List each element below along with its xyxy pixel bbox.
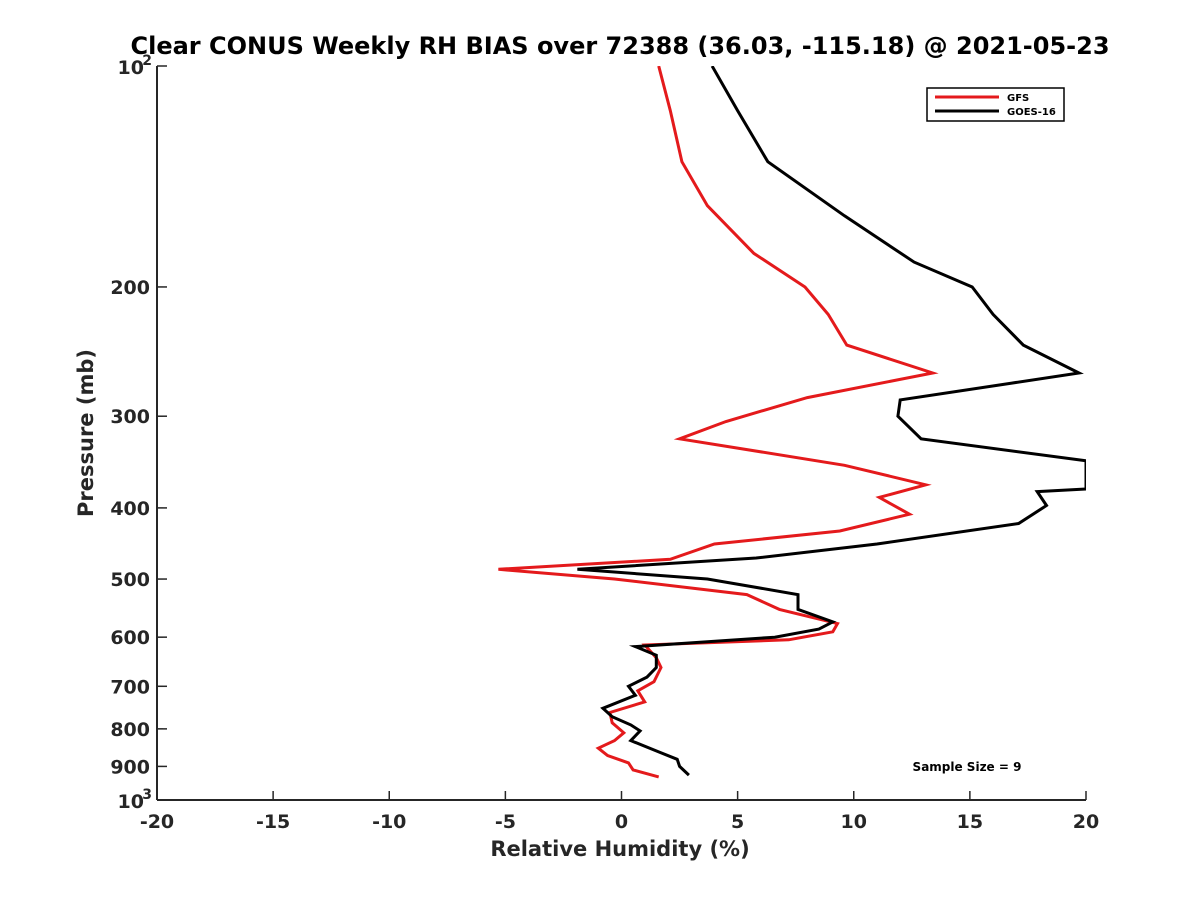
series-layer — [498, 66, 1086, 779]
x-tick-label: -15 — [256, 811, 290, 833]
chart-title: Clear CONUS Weekly RH BIAS over 72388 (3… — [130, 32, 1109, 60]
y-tick-label: 10 — [118, 57, 144, 79]
series-line-goes-16 — [577, 66, 1086, 777]
legend-entry: GFS — [1007, 93, 1029, 104]
x-tick-label: -20 — [140, 811, 174, 833]
x-tick-label: 10 — [841, 811, 867, 833]
x-tick-label: 0 — [615, 811, 628, 833]
y-tick-exponent: 3 — [142, 787, 152, 803]
x-tick-label: -10 — [372, 811, 406, 833]
x-axis-title: Relative Humidity (%) — [490, 837, 749, 861]
y-tick-label: 400 — [110, 498, 150, 520]
x-tick-label: 15 — [957, 811, 983, 833]
y-tick-label: 700 — [110, 676, 150, 698]
y-tick-label: 600 — [110, 627, 150, 649]
x-tick-label: 20 — [1073, 811, 1099, 833]
y-tick-exponent: 2 — [142, 53, 152, 69]
x-tick-label: 5 — [731, 811, 744, 833]
series-line-gfs — [498, 66, 939, 779]
legend: GFS GOES-16 — [926, 87, 1065, 122]
y-tick-label: 500 — [110, 569, 150, 591]
x-tick-label: -5 — [495, 811, 516, 833]
y-tick-label: 300 — [110, 406, 150, 428]
y-tick-label: 10 — [118, 791, 144, 813]
legend-box — [926, 87, 1065, 122]
legend-entry: GOES-16 — [1007, 107, 1056, 118]
plot-axes: -20 -15 -10 -5 0 5 10 15 20 200 300 400 500 600 700 800… — [110, 53, 1099, 833]
y-tick-label: 900 — [110, 756, 150, 778]
y-axis-title: Pressure (mb) — [74, 349, 98, 517]
y-tick-label: 200 — [110, 277, 150, 299]
sample-size-annotation: Sample Size = 9 — [913, 760, 1022, 774]
y-tick-label: 800 — [110, 719, 150, 741]
